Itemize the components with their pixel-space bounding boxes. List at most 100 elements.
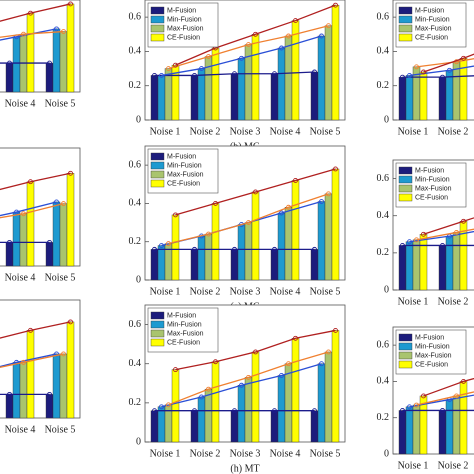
series-line [0,321,71,339]
line-marker [232,408,237,414]
line-marker [414,237,419,243]
line-marker [7,239,12,245]
legend-swatch [150,161,165,170]
bar [405,406,414,455]
x-tick-label: Noise 2 [438,126,469,137]
bar [197,235,206,281]
line-marker [192,246,197,252]
line-marker [213,200,218,206]
legend-swatch [398,333,413,342]
line-marker [68,319,73,325]
line-marker [173,62,178,68]
x-tick-label: Noise 2 [190,448,221,459]
series-line [402,75,474,78]
x-tick-label: Noise 5 [310,448,341,459]
legend-swatch [150,6,165,15]
series-line [0,202,64,219]
line-marker [253,189,258,195]
y-tick-label: 0.4 [129,198,142,209]
bar [445,235,454,291]
legend-swatch [150,329,165,338]
line-marker [454,393,459,399]
bar [12,211,21,267]
bar [204,388,213,443]
bar [277,47,286,121]
line-marker [173,367,178,373]
bar [291,180,300,281]
line-marker [421,69,426,75]
legend-swatch [150,33,165,42]
x-tick-label: Noise 1 [150,286,181,297]
y-tick-label: 0 [384,114,389,125]
bar [244,377,253,443]
bar [284,35,293,121]
chart-title: (h) MT [230,463,259,474]
line-marker [272,246,277,252]
bar [157,245,166,281]
series-line [175,329,336,371]
line-marker [447,67,452,73]
line-marker [312,246,317,252]
bar [310,71,319,121]
legend-label: Max-Fusion [167,171,204,178]
line-marker [461,218,466,224]
bar [211,47,220,121]
line-marker [28,327,33,333]
line-marker [28,10,33,16]
bar [310,410,319,443]
bar [59,31,68,93]
line-marker [21,359,26,365]
line-marker [239,382,244,388]
bar [405,241,414,291]
bar [398,410,407,455]
bar [317,201,326,281]
series-line [409,230,474,243]
line-marker [400,408,405,413]
bar [419,71,428,121]
y-tick-label: 0.6 [377,173,390,184]
bar [324,25,333,121]
line-marker [199,394,204,400]
bar [197,68,206,121]
bar [150,249,159,281]
x-tick-label: Noise 2 [438,296,469,307]
bar [5,62,14,93]
line-marker [61,201,66,207]
bar [230,249,239,281]
bar [211,203,220,281]
bar [291,338,300,443]
line-marker [54,26,59,32]
bar [52,201,61,267]
legend-swatch [398,342,413,351]
line-marker [421,393,426,399]
line-marker [28,179,33,185]
y-tick-label: 0.6 [377,11,390,22]
series-line [423,53,474,73]
y-tick-label: 0 [384,448,389,459]
line-marker [461,378,466,384]
y-tick-label: 0.2 [377,247,390,258]
bar [66,321,75,419]
line-marker [461,55,466,61]
legend-swatch [150,24,165,33]
y-tick-label: 0.4 [377,46,390,57]
panel: 0 0.2 0.4 0.6 Noise 1 Noise 2 Noise 3 Noise 4 No… [129,304,346,474]
line-marker [7,60,12,66]
series-line [0,353,64,368]
line-marker [293,335,298,341]
bar [171,214,180,281]
legend-label: CE-Fusion [415,194,448,201]
bar [237,385,246,443]
x-tick-label: Noise 1 [398,296,429,307]
bar [26,181,35,267]
line-marker [14,209,19,215]
line-marker [440,242,445,248]
bar [59,353,68,419]
series-line [423,377,474,397]
legend-swatch [398,360,413,369]
bar [270,249,279,281]
bar [284,207,293,281]
bar [251,34,260,121]
line-marker [166,402,171,408]
x-tick-label: Noise 3 [230,448,261,459]
